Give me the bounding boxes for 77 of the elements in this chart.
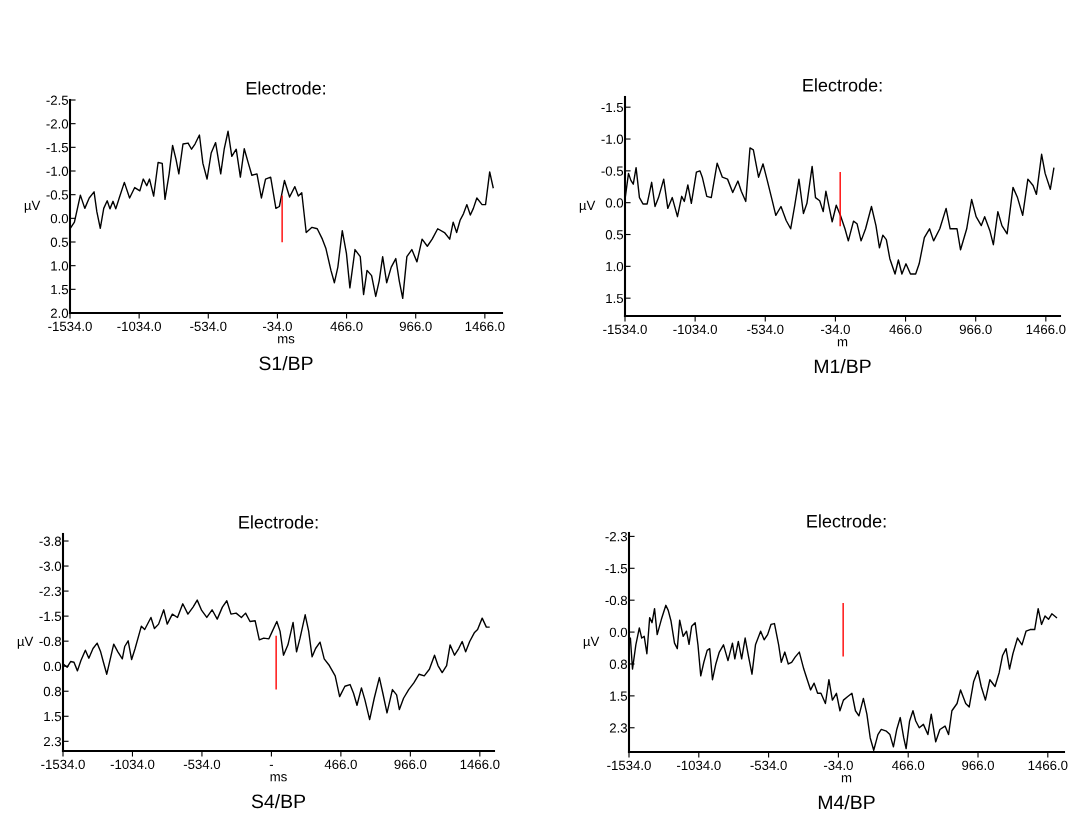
- x-tick-label: 1466.0: [465, 321, 505, 332]
- y-tick-label: -0.5: [601, 166, 624, 176]
- x-tick-label: -1034.0: [110, 759, 155, 770]
- x-tick-label: -34.0: [262, 321, 292, 332]
- x-tick-label: -1034.0: [673, 324, 717, 335]
- y-tick-label: -1.5: [39, 611, 62, 622]
- y-tick-label: -2.0: [46, 119, 69, 129]
- x-tick-label: -34.0: [820, 324, 850, 335]
- chart-title: Electrode:: [807, 514, 886, 528]
- y-tick-label: 0.0: [43, 661, 62, 672]
- y-tick-label: 1.5: [606, 293, 624, 304]
- y-tick-label: -3.0: [39, 561, 62, 571]
- y-tick-label: 1.5: [610, 691, 628, 701]
- x-tick-label: -34.0: [823, 760, 853, 771]
- x-tick-label: 466.0: [330, 321, 363, 332]
- x-tick-label: 1466.0: [460, 759, 500, 770]
- x-tick-label: -534.0: [190, 321, 227, 332]
- y-tick-label: -0.8: [39, 636, 62, 647]
- y-tick-label: 2.0: [50, 308, 69, 318]
- y-tick-label: -3.8: [39, 536, 62, 546]
- x-tick-label: 466.0: [324, 759, 357, 770]
- x-tick-label: -1034.0: [677, 760, 721, 771]
- y-tick-label: 0.0: [609, 627, 628, 637]
- y-tick-label: -1.0: [601, 134, 624, 144]
- text: S1/BP: [259, 355, 313, 371]
- y-tick-label: -1.5: [46, 143, 69, 153]
- x-tick-label: 1466.0: [1026, 324, 1066, 335]
- y-tick-label: -2.5: [46, 95, 69, 105]
- x-tick-label: -1534.0: [48, 321, 92, 332]
- chart-title: Electrode:: [246, 81, 325, 95]
- y-tick-label: -1.5: [605, 564, 628, 574]
- y-tick-label: -2.3: [605, 531, 628, 542]
- y-axis-title: µV: [579, 200, 596, 213]
- x-tick-label: -: [269, 764, 274, 766]
- x-tick-label: -534.0: [747, 324, 784, 335]
- y-axis-title: µV: [24, 200, 41, 213]
- y-tick-label: 0.8: [609, 659, 628, 669]
- y-tick-label: 2.3: [609, 723, 628, 733]
- y-tick-label: 2.3: [43, 736, 62, 747]
- y-tick-label: 0.8: [43, 686, 62, 697]
- y-tick-label: -2.3: [39, 586, 62, 596]
- x-tick-label: -534.0: [183, 759, 221, 770]
- x-axis-title: ms: [278, 336, 295, 344]
- x-tick-label: -1534.0: [607, 760, 651, 771]
- text: S4/BP: [251, 793, 306, 809]
- y-tick-label: 1.5: [51, 285, 69, 295]
- x-tick-label: -534.0: [750, 760, 787, 771]
- text: M4/BP: [818, 794, 875, 810]
- x-tick-label: 966.0: [399, 321, 432, 332]
- x-tick-label: 466.0: [892, 760, 925, 771]
- y-tick-label: 0.5: [605, 230, 624, 240]
- y-tick-label: 0.5: [50, 237, 69, 247]
- x-tick-label: -1534.0: [41, 759, 85, 770]
- y-tick-label: 1.0: [606, 261, 624, 272]
- chart-title: Electrode:: [239, 515, 318, 529]
- chart-title: Electrode:: [803, 78, 882, 92]
- x-tick-label: 966.0: [394, 759, 427, 770]
- x-tick-label: 466.0: [889, 324, 922, 335]
- x-tick-label: -1034.0: [117, 321, 161, 332]
- y-tick-label: 0.0: [605, 198, 624, 208]
- x-tick-label: 966.0: [959, 324, 992, 335]
- x-axis-title: m: [837, 339, 848, 347]
- x-tick-label: -1534.0: [603, 324, 647, 335]
- x-tick-label: 1466.0: [1028, 760, 1068, 771]
- y-tick-label: -0.8: [605, 595, 628, 606]
- x-axis-title: m: [841, 775, 852, 783]
- x-axis-title: ms: [270, 774, 287, 782]
- y-tick-label: -1.0: [46, 166, 69, 176]
- y-tick-label: 0.0: [50, 213, 69, 224]
- y-tick-label: 1.5: [44, 711, 62, 722]
- y-axis-title: µV: [17, 636, 34, 649]
- text: M1/BP: [814, 358, 871, 374]
- y-tick-label: -1.5: [601, 102, 624, 113]
- x-tick-label: 966.0: [962, 760, 994, 771]
- y-tick-label: 1.0: [51, 261, 69, 271]
- y-tick-label: -0.5: [46, 190, 69, 200]
- y-axis-title: µV: [583, 636, 600, 649]
